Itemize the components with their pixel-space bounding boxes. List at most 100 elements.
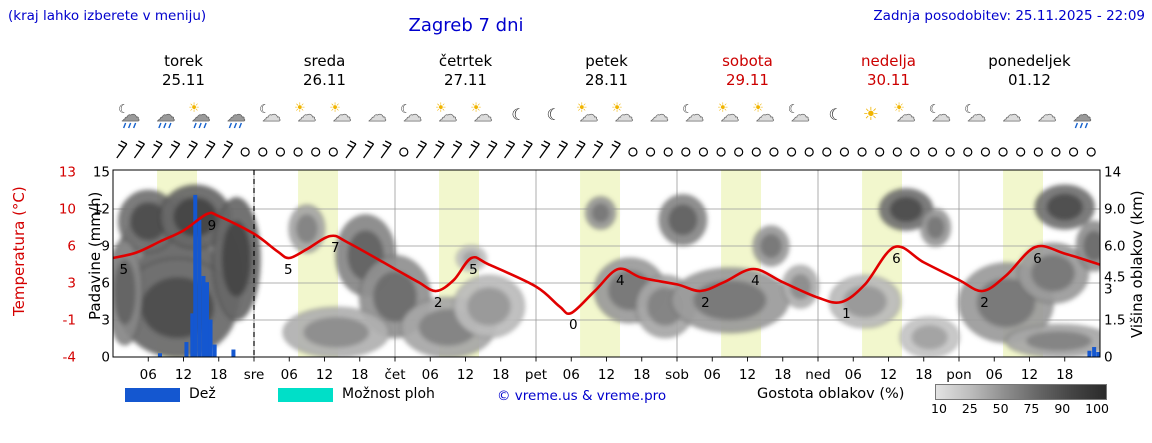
rain-drops-glyph [193,122,207,129]
cloud-glyph: ☁ [368,104,387,126]
temp-axis-tick: 6 [67,239,76,255]
x-day-abbrev-label: ned [805,367,830,383]
weather-icon-moon-cloud-icon: ☾☁ [929,102,951,126]
weather-icon-sun-cloud-icon: ☀☁ [893,101,916,126]
weather-icon-sun-cloud-icon: ☀☁ [717,101,740,126]
cloud-axis-tick: 4.5 [1104,270,1125,286]
rain-drops-glyph [122,122,137,129]
temp-value-label: 4 [751,273,760,289]
temp-value-label: 1 [842,306,851,322]
cloud-blob-core [926,216,945,239]
x-hour-label: 12 [175,367,192,383]
x-day-abbrev-label: čet [384,367,405,383]
showers-legend-swatch [278,388,333,402]
temp-value-label: 9 [208,218,217,234]
cloud-scale-number: 10 [931,401,947,416]
cloud-scale-number: 25 [961,401,978,416]
moon-glyph: ☾ [828,105,842,124]
temp-value-label: 2 [701,295,710,311]
cloud-blob-core [591,203,610,223]
weather-icon-cloud-icon: ☁ [1037,104,1057,127]
day-name: torek [164,52,203,70]
cloud-blob-core [303,317,370,348]
cloud-density-gradient [935,384,1107,400]
cloud-blob-core [221,221,251,297]
cloud-scale-number: 50 [992,401,1009,416]
rain-bar [1096,352,1100,357]
temp-axis-tick: -4 [63,350,76,366]
weather-icon-cloud-rain-icon: ☁ [227,104,246,129]
cloud-glyph: ☁ [1002,104,1021,126]
x-day-abbrev-label: sob [665,367,689,383]
day-date: 29.11 [726,71,769,89]
cloud-blob-core [113,259,136,325]
x-hour-label: 18 [1056,367,1073,383]
showers-legend-label: Možnost ploh [342,386,435,402]
wind-barb-icon [609,140,621,159]
x-hour-label: 18 [351,367,368,383]
weather-icon-moon-cloud-icon: ☾☁ [400,102,422,126]
wind-barb-icon [574,140,586,159]
cloud-glyph: ☁ [791,104,810,126]
wind-calm-icon [804,147,814,157]
rain-bar [193,194,198,357]
x-hour-label: 06 [704,367,721,383]
x-hour-label: 12 [739,367,756,383]
moon-glyph: ☾ [929,102,940,116]
day-header-ponedeljek: ponedeljek 01.12 [959,52,1100,90]
wind-calm-icon [857,147,867,157]
cloud-scale-number: 100 [1085,401,1109,416]
rain-bar [1087,350,1092,357]
wind-barb-icon [539,140,551,159]
cloud-glyph: ☁ [650,104,669,126]
site-credit-link[interactable]: © vreme.us & vreme.pro [497,388,667,404]
rain-legend-label: Dež [189,386,216,402]
weather-icon-cloud-rain-icon: ☁ [1073,104,1092,129]
cloud-blob-core [889,196,923,223]
day-header-petek: petek 28.11 [536,52,677,90]
cloud-glyph: ☁ [685,104,704,126]
cloud-axis-tick: 0 [1104,350,1113,366]
wind-barb-icon [133,140,145,159]
wind-calm-icon [628,147,638,157]
cloud-glyph: ☁ [156,104,175,126]
rain-bar [190,313,195,357]
temp-axis-tick: 3 [67,276,76,292]
x-hour-label: 18 [492,367,509,383]
cloud-blob-core [295,214,318,244]
temp-value-label: 6 [892,251,901,267]
x-day-abbrev-label: sre [244,367,265,383]
x-hour-label: 06 [422,367,439,383]
wind-calm-icon [875,147,885,157]
day-date: 25.11 [162,71,205,89]
wind-calm-icon [240,147,250,157]
temp-value-label: 2 [434,295,443,311]
cloud-blob-core [760,233,782,259]
sun-glyph: ☀ [611,101,623,116]
moon-glyph: ☾ [118,102,129,116]
day-name: sobota [722,52,773,70]
rain-bar [184,342,189,357]
wind-barb-icon [151,140,163,159]
weather-icon-moon-cloud-icon: ☾☁ [259,102,281,126]
wind-calm-icon [945,147,955,157]
weather-icons-row: ☾☁ ☁ ☀☁ ☁ ☾☁ ☀☁ ☀☁ ☁ ☾☁ ☀☁ ☀☁ ☾ ☾ ☀☁ ☀☁ ☁ ☾☁ ☀☁ ☀☁ ☾☁ ☾ ☀ ☀☁ ☾☁… [118,101,1092,129]
x-hour-label: 06 [845,367,862,383]
temp-value-label: 0 [569,317,578,333]
moon-glyph: ☾ [400,102,411,116]
wind-barb-icon [415,140,427,159]
weather-icon-moon-icon: ☾ [828,105,842,124]
weather-icon-moon-cloud-icon: ☾☁ [964,102,986,126]
rain-legend-swatch [125,388,180,402]
cloud-glyph: ☁ [333,104,352,126]
wind-calm-icon [980,147,991,157]
sun-glyph: ☀ [470,101,482,116]
weather-icon-sun-cloud-icon: ☀☁ [611,101,634,126]
cloud-glyph: ☁ [227,104,246,126]
wind-calm-icon [786,147,797,157]
cloud-glyph: ☁ [297,104,316,126]
rain-drops-glyph [228,122,243,129]
x-day-abbrev-label: pet [525,367,547,383]
wind-row [116,140,1096,159]
